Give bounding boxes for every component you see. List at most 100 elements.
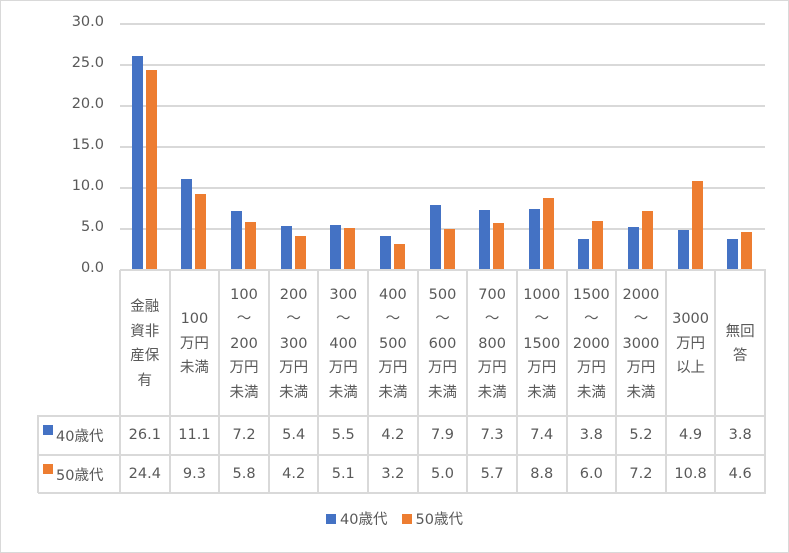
table-border: [317, 270, 320, 493]
y-tick-label: 10.0: [71, 178, 104, 194]
table-border: [615, 270, 618, 493]
gridline: [120, 146, 765, 148]
table-cell: 3.8: [579, 427, 603, 443]
table-cell: 5.7: [480, 466, 504, 482]
legend-item: 40歳代: [326, 508, 388, 529]
category-label: 無回 答: [725, 323, 755, 365]
table-border: [119, 270, 121, 493]
table-border: [515, 270, 518, 493]
gridline: [120, 228, 765, 230]
bar-50s: [393, 243, 405, 270]
table-cell: 5.1: [331, 466, 355, 482]
table-cell: 4.9: [679, 427, 703, 443]
category-label: 金融 資非 産保 有: [130, 299, 160, 389]
bar-40s: [727, 238, 739, 270]
bar-40s: [429, 205, 441, 270]
table-cell: 6.0: [579, 466, 603, 482]
y-tick-label: 5.0: [80, 219, 104, 235]
category-label: 100 ～ 200 万円 未満: [229, 286, 259, 401]
bar-40s: [677, 229, 689, 270]
category-label: 300 ～ 400 万円 未満: [328, 286, 358, 401]
y-tick-label: 30.0: [71, 14, 104, 30]
bar-50s: [542, 197, 554, 270]
legend-key-50s: [43, 464, 53, 474]
bar-50s: [195, 193, 207, 270]
bar-50s: [443, 229, 455, 270]
legend-key-40s: [43, 425, 53, 435]
bar-40s: [330, 224, 342, 270]
table-cell: 5.2: [629, 427, 653, 443]
bar-40s: [479, 210, 491, 270]
table-cell: 3.8: [728, 427, 752, 443]
table-border: [416, 270, 419, 493]
category-label: 200 ～ 300 万円 未満: [279, 286, 309, 401]
y-tick-label: 25.0: [71, 55, 104, 71]
category-label: 1500 ～ 2000 万円 未満: [572, 286, 610, 401]
bar-40s: [578, 238, 590, 270]
series-name: 40歳代: [56, 428, 104, 445]
gridline: [120, 105, 765, 107]
table-cell: 4.2: [381, 427, 405, 443]
table-border: [714, 270, 717, 493]
table-border: [267, 270, 270, 493]
bar-50s: [493, 223, 505, 270]
table-border: [38, 415, 766, 417]
bar-50s: [741, 232, 753, 270]
category-label: 400 ～ 500 万円 未満: [378, 286, 408, 401]
table-border: [764, 270, 766, 493]
table-cell: 3.2: [381, 466, 405, 482]
table-cell: 7.4: [530, 427, 554, 443]
table-cell: 5.5: [331, 427, 355, 443]
bar-40s: [627, 227, 639, 270]
category-label: 100 万円 未満: [179, 311, 209, 377]
gridline: [120, 64, 765, 66]
table-cell: 8.8: [530, 466, 554, 482]
table-cell: 7.2: [629, 466, 653, 482]
bar-40s: [181, 178, 193, 270]
gridline: [120, 23, 765, 25]
table-row-label: 50歳代: [40, 455, 120, 493]
table-cell: 5.4: [282, 427, 306, 443]
table-cell: 24.4: [128, 466, 161, 482]
table-border: [466, 270, 469, 493]
bar-40s: [231, 210, 243, 270]
bar-50s: [294, 235, 306, 270]
bar-40s: [131, 55, 143, 270]
table-border: [38, 492, 766, 494]
gridline: [120, 187, 765, 189]
legend-label: 50歳代: [415, 512, 463, 528]
legend-swatch: [326, 513, 337, 524]
table-row-label: 40歳代: [40, 416, 120, 454]
table-border: [38, 454, 766, 456]
bar-50s: [145, 69, 157, 270]
bar-50s: [641, 210, 653, 270]
bar-50s: [344, 228, 356, 270]
table-border: [218, 270, 221, 493]
table-cell: 7.3: [480, 427, 504, 443]
series-name: 50歳代: [56, 467, 104, 484]
y-tick-label: 15.0: [71, 137, 104, 153]
category-label: 3000 万円 以上: [672, 311, 710, 377]
table-cell: 10.8: [674, 466, 707, 482]
table-cell: 4.2: [282, 466, 306, 482]
bar-50s: [245, 222, 257, 270]
y-tick-label: 20.0: [71, 96, 104, 112]
table-cell: 9.3: [182, 466, 206, 482]
bar-40s: [280, 225, 292, 270]
category-label: 1000 ～ 1500 万円 未満: [523, 286, 561, 401]
bar-50s: [691, 181, 703, 270]
bar-40s: [528, 209, 540, 270]
table-border: [367, 270, 370, 493]
table-cell: 11.1: [178, 427, 211, 443]
legend: 40歳代 50歳代: [0, 508, 789, 529]
table-cell: 26.1: [128, 427, 161, 443]
legend-item: 50歳代: [401, 508, 463, 529]
table-cell: 7.9: [430, 427, 455, 443]
table-cell: 5.8: [232, 466, 256, 482]
table-cell: 5.0: [430, 466, 455, 482]
table-cell: 7.2: [232, 427, 256, 443]
legend-label: 40歳代: [340, 512, 388, 528]
table-border: [120, 269, 766, 271]
table-cell: 4.6: [728, 466, 752, 482]
y-tick-label: 0.0: [80, 260, 104, 276]
